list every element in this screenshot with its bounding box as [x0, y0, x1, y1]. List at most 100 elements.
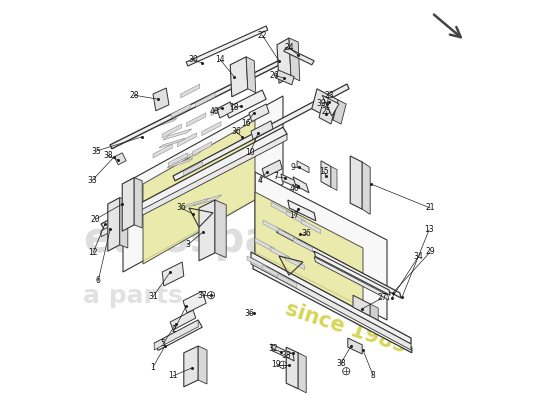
- Polygon shape: [178, 133, 196, 147]
- Polygon shape: [293, 177, 309, 193]
- Polygon shape: [183, 198, 209, 208]
- Polygon shape: [286, 347, 298, 389]
- Text: 39: 39: [316, 99, 326, 108]
- Polygon shape: [162, 262, 184, 286]
- Polygon shape: [276, 70, 294, 85]
- Polygon shape: [331, 166, 337, 190]
- Polygon shape: [154, 320, 202, 350]
- Text: 36: 36: [244, 310, 254, 318]
- Text: 36: 36: [176, 204, 186, 212]
- Polygon shape: [180, 84, 200, 98]
- Polygon shape: [298, 353, 306, 393]
- Polygon shape: [281, 174, 300, 189]
- Polygon shape: [350, 156, 362, 209]
- Polygon shape: [215, 200, 226, 258]
- Text: 40: 40: [289, 184, 299, 193]
- Polygon shape: [151, 118, 177, 128]
- Polygon shape: [246, 57, 256, 93]
- Polygon shape: [271, 202, 290, 216]
- Text: 10: 10: [245, 148, 255, 157]
- Polygon shape: [289, 38, 300, 81]
- Polygon shape: [251, 252, 411, 344]
- Polygon shape: [183, 162, 202, 176]
- Polygon shape: [184, 346, 198, 387]
- Text: 24: 24: [284, 43, 294, 52]
- Polygon shape: [276, 227, 401, 298]
- Text: 5: 5: [161, 340, 166, 348]
- Polygon shape: [251, 258, 411, 350]
- Polygon shape: [159, 138, 185, 148]
- Text: 17: 17: [289, 211, 299, 220]
- Text: 18: 18: [229, 104, 239, 112]
- Text: 38: 38: [282, 351, 291, 360]
- Polygon shape: [277, 274, 296, 288]
- Text: 36: 36: [231, 128, 241, 136]
- Polygon shape: [348, 338, 362, 354]
- Polygon shape: [153, 144, 172, 158]
- Polygon shape: [122, 178, 134, 231]
- Polygon shape: [270, 247, 289, 261]
- Text: 25: 25: [321, 107, 331, 116]
- Polygon shape: [255, 192, 363, 312]
- Text: 19: 19: [271, 360, 280, 369]
- Polygon shape: [262, 265, 282, 279]
- Text: 7: 7: [273, 172, 278, 181]
- Polygon shape: [297, 161, 309, 173]
- Text: 36: 36: [301, 230, 311, 238]
- Polygon shape: [278, 229, 298, 243]
- Polygon shape: [186, 26, 268, 66]
- Text: 3: 3: [185, 240, 190, 249]
- Polygon shape: [312, 89, 338, 120]
- Text: 1: 1: [151, 363, 155, 372]
- Text: 13: 13: [424, 226, 434, 234]
- Polygon shape: [198, 346, 207, 384]
- Polygon shape: [167, 158, 193, 168]
- Text: 35: 35: [91, 147, 101, 156]
- Polygon shape: [123, 96, 283, 272]
- Polygon shape: [143, 120, 255, 264]
- Polygon shape: [255, 172, 387, 320]
- Polygon shape: [120, 198, 128, 248]
- Text: 30: 30: [188, 55, 198, 64]
- Polygon shape: [134, 178, 142, 228]
- Text: 6: 6: [96, 276, 101, 285]
- Polygon shape: [202, 122, 221, 136]
- Polygon shape: [319, 105, 334, 124]
- Polygon shape: [101, 127, 287, 231]
- Polygon shape: [314, 251, 390, 295]
- Polygon shape: [288, 200, 316, 221]
- Polygon shape: [285, 256, 305, 270]
- Text: 2: 2: [172, 326, 177, 334]
- Text: a parts: a parts: [83, 284, 183, 308]
- Polygon shape: [321, 161, 331, 187]
- Polygon shape: [192, 142, 212, 156]
- Polygon shape: [251, 121, 273, 139]
- Text: 40: 40: [210, 107, 219, 116]
- Polygon shape: [186, 113, 206, 127]
- Polygon shape: [168, 153, 188, 167]
- Polygon shape: [173, 84, 349, 181]
- Polygon shape: [183, 291, 206, 313]
- Polygon shape: [199, 200, 215, 261]
- Text: 16: 16: [241, 119, 251, 128]
- Text: 29: 29: [425, 248, 435, 256]
- Polygon shape: [293, 238, 312, 252]
- Polygon shape: [153, 88, 169, 111]
- Text: 15: 15: [319, 167, 328, 176]
- Text: 28: 28: [129, 91, 139, 100]
- Text: 8: 8: [371, 371, 375, 380]
- Polygon shape: [163, 129, 192, 140]
- Polygon shape: [114, 153, 126, 165]
- Polygon shape: [353, 295, 370, 316]
- Text: 12: 12: [88, 248, 98, 257]
- Polygon shape: [211, 102, 230, 116]
- Polygon shape: [101, 134, 287, 237]
- Polygon shape: [333, 100, 346, 124]
- Text: eurospares: eurospares: [83, 219, 346, 261]
- Text: 11: 11: [168, 372, 178, 380]
- Text: 38: 38: [336, 359, 346, 368]
- Text: 22: 22: [257, 31, 267, 40]
- Text: 32: 32: [268, 344, 278, 353]
- Polygon shape: [173, 151, 202, 162]
- Polygon shape: [230, 57, 248, 97]
